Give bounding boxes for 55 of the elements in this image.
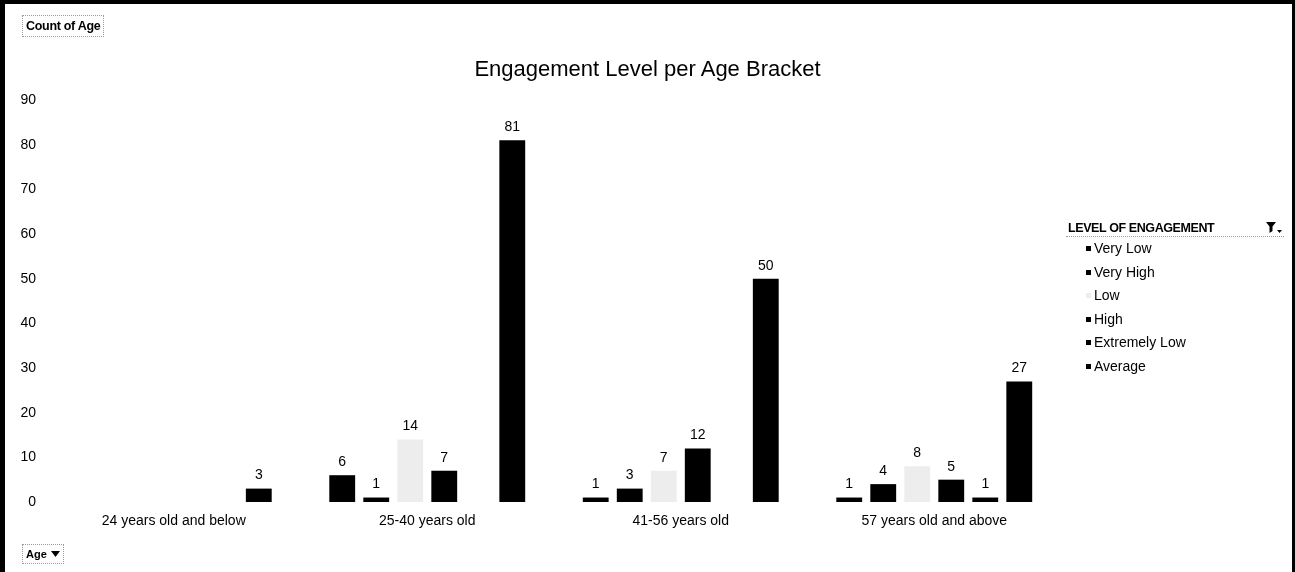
data-label: 7 [659, 448, 668, 465]
data-label: 50 [757, 256, 774, 273]
bar [1006, 381, 1033, 502]
legend-label: Very Low [1094, 239, 1152, 258]
x-tick-label: 24 years old and below [101, 512, 247, 529]
y-tick-label: 10 [20, 448, 37, 465]
legend-label: High [1094, 309, 1123, 329]
data-label: 4 [879, 461, 888, 478]
data-label: 5 [947, 457, 956, 474]
bar [329, 475, 356, 502]
x-tick-label: 57 years old and above [861, 512, 1008, 529]
bar [870, 484, 897, 502]
data-label: 14 [402, 417, 419, 434]
y-tick-label: 70 [20, 180, 37, 197]
bar [752, 278, 779, 502]
bar [499, 140, 526, 502]
legend-label: Extremely Low [1094, 333, 1186, 352]
bar [938, 479, 965, 502]
data-label: 1 [372, 475, 381, 492]
y-tick-label: 50 [20, 269, 37, 286]
y-tick-label: 0 [28, 492, 37, 509]
y-tick-label: 40 [20, 314, 37, 331]
data-label: 27 [1011, 359, 1028, 376]
legend-label: Very High [1094, 262, 1155, 282]
legend-title: LEVEL OF ENGAGEMENT [1068, 220, 1215, 236]
x-tick-label: 41-56 years old [632, 512, 730, 529]
y-tick-label: 60 [20, 224, 37, 241]
data-label: 1 [845, 475, 854, 492]
data-label: 6 [338, 453, 347, 470]
bar [836, 497, 863, 502]
y-tick-label: 30 [20, 358, 37, 375]
data-label: 8 [913, 444, 922, 461]
bar [582, 497, 609, 502]
data-label: 12 [689, 426, 706, 443]
bar [363, 497, 390, 502]
bar [972, 497, 999, 502]
x-tick-label: 25-40 years old [378, 512, 476, 529]
y-tick-label: 80 [20, 135, 37, 152]
bar [616, 488, 643, 502]
y-tick-label: 20 [20, 403, 37, 420]
data-label: 1 [981, 475, 990, 492]
y-axis-title: Count of Age [26, 18, 101, 35]
data-label: 1 [591, 475, 600, 492]
data-label: 81 [504, 118, 521, 135]
data-label: 3 [254, 466, 263, 483]
legend-label: Low [1094, 286, 1120, 305]
y-tick-label: 90 [20, 90, 37, 107]
bar [431, 470, 458, 502]
chart-title: Engagement Level per Age Bracket [473, 56, 822, 82]
legend-label: Average [1094, 356, 1146, 376]
bar [245, 488, 272, 502]
bar [684, 448, 711, 502]
data-label: 7 [440, 448, 449, 465]
x-axis-title: Age [26, 547, 47, 562]
data-label: 3 [625, 466, 634, 483]
